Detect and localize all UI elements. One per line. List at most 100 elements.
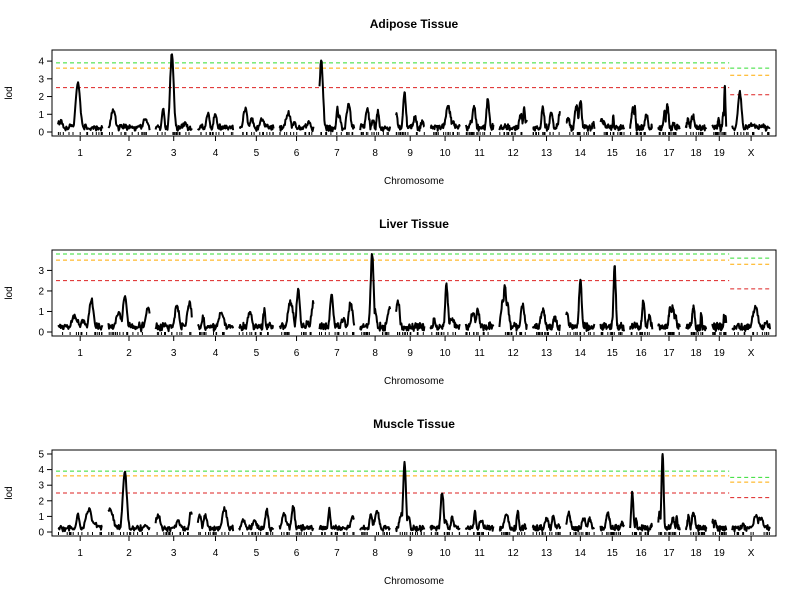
- liver-tissue-chr-label: 17: [663, 348, 675, 359]
- liver-tissue-marker-rug-chr-12: [504, 332, 526, 335]
- liver-tissue-marker-rug-chr-x: [734, 332, 770, 335]
- liver-tissue-lod-curve-chr-x: [731, 304, 771, 332]
- liver-tissue-chr-label: 11: [474, 348, 485, 359]
- muscle-tissue-marker-rug-chr-4: [198, 532, 230, 535]
- liver-tissue-chr-label: X: [748, 348, 755, 359]
- adipose-tissue-lod-curve-chr-10: [429, 104, 461, 132]
- liver-tissue-ytick-label: 3: [38, 266, 44, 277]
- adipose-tissue-chr-label: 14: [575, 148, 587, 159]
- adipose-tissue-chr-label: 11: [474, 148, 485, 159]
- adipose-tissue-marker-rug-chr-14: [569, 132, 595, 135]
- liver-tissue-marker-rug-chr-16: [630, 332, 650, 335]
- liver-tissue-chr-label: 1: [77, 348, 83, 359]
- adipose-tissue-lod-curve-chr-9: [395, 91, 425, 132]
- adipose-tissue-xlabel: Chromosome: [384, 176, 444, 187]
- liver-tissue-marker-rug-chr-1: [62, 332, 103, 335]
- muscle-tissue-ytick-label: 2: [38, 496, 44, 507]
- muscle-tissue-marker-rug-chr-14: [569, 532, 595, 535]
- liver-tissue-lod-curve-chr-2: [107, 295, 151, 333]
- muscle-tissue-marker-rug-chr-10: [430, 532, 461, 535]
- muscle-tissue-lod-curve-chr-2: [107, 470, 151, 532]
- liver-tissue-chr-label: 14: [575, 348, 587, 359]
- adipose-tissue-marker-rug-chr-13: [532, 132, 560, 135]
- muscle-tissue-chr-label: 1: [77, 548, 83, 559]
- muscle-tissue-lod-curve-chr-17: [657, 453, 681, 531]
- muscle-tissue-marker-rug-chr-18: [690, 532, 706, 535]
- muscle-tissue-chr-label: 19: [714, 548, 726, 559]
- liver-tissue-lod-curve-chr-3: [154, 300, 193, 333]
- muscle-tissue-lod-curve-chr-x: [731, 513, 771, 533]
- adipose-tissue-chr-label: 9: [407, 148, 413, 159]
- adipose-tissue-chr-label: 10: [440, 148, 452, 159]
- adipose-tissue-marker-rug-chr-9: [395, 132, 425, 135]
- adipose-tissue-marker-rug-chr-8: [360, 132, 389, 135]
- adipose-tissue-marker-rug-chr-12: [499, 132, 523, 135]
- liver-tissue-lod-curve-chr-9: [395, 299, 426, 332]
- liver-tissue-chr-label: 4: [213, 348, 219, 359]
- adipose-tissue-lod-curve-chr-1: [57, 81, 104, 132]
- muscle-tissue-lod-curve-chr-5: [238, 507, 275, 533]
- adipose-tissue-marker-rug-chr-19: [713, 132, 727, 135]
- liver-tissue-chr-label: 2: [126, 348, 132, 359]
- muscle-tissue-chr-label: 16: [636, 548, 648, 559]
- adipose-tissue-chr-label: 7: [334, 148, 340, 159]
- adipose-tissue-marker-rug-chr-x: [733, 132, 770, 135]
- adipose-tissue-marker-rug-chr-3: [157, 132, 190, 135]
- adipose-tissue-chr-label: 5: [254, 148, 260, 159]
- liver-tissue-chr-label: 13: [541, 348, 553, 359]
- adipose-tissue-chr-label: X: [748, 148, 755, 159]
- muscle-tissue-marker-rug-chr-2: [108, 532, 149, 535]
- adipose-tissue-marker-rug-chr-4: [200, 132, 234, 135]
- muscle-tissue-chr-label: 17: [663, 548, 675, 559]
- liver-tissue-lod-curve-chr-16: [629, 299, 654, 331]
- liver-tissue-marker-rug-chr-19: [712, 332, 727, 335]
- muscle-tissue-lod-curve-chr-7: [318, 506, 355, 531]
- liver-tissue-lod-curve-chr-10: [429, 282, 461, 331]
- muscle-tissue-lod-curve-chr-12: [498, 509, 528, 532]
- adipose-tissue-lod-curve-chr-x: [731, 89, 771, 132]
- muscle-tissue-chr-label: 7: [334, 548, 340, 559]
- adipose-tissue-marker-rug-chr-16: [630, 132, 646, 135]
- muscle-tissue-marker-rug-chr-16: [631, 532, 649, 535]
- liver-tissue-xlabel: Chromosome: [384, 376, 444, 387]
- muscle-tissue-lod-curve-chr-8: [359, 509, 391, 532]
- muscle-tissue-marker-rug-chr-17: [658, 532, 680, 535]
- muscle-tissue-chr-label: 8: [372, 548, 378, 559]
- adipose-tissue-chr-label: 17: [663, 148, 675, 159]
- muscle-tissue-panel: [47, 449, 777, 541]
- muscle-tissue-lod-curve-chr-10: [429, 492, 461, 532]
- liver-tissue-lod-curve-chr-5: [238, 307, 274, 332]
- liver-tissue-marker-rug-chr-9: [397, 332, 424, 335]
- adipose-tissue-lod-curve-chr-5: [238, 106, 275, 132]
- adipose-tissue-chr-label: 2: [126, 148, 132, 159]
- adipose-tissue-chr-label: 12: [508, 148, 520, 159]
- adipose-tissue-lod-curve-chr-13: [532, 105, 561, 132]
- adipose-tissue-chr-label: 8: [372, 148, 378, 159]
- muscle-tissue-lod-curve-chr-14: [565, 510, 596, 532]
- liver-tissue-ytick-label: 2: [38, 286, 44, 297]
- muscle-tissue-chr-label: X: [748, 548, 755, 559]
- adipose-tissue-marker-rug-chr-15: [603, 132, 625, 135]
- liver-tissue-chr-label: 18: [691, 348, 703, 359]
- adipose-tissue-plot-frame: [51, 49, 777, 137]
- muscle-tissue-ytick-label: 0: [38, 528, 44, 539]
- adipose-tissue-lod-curve-chr-12: [498, 106, 528, 132]
- muscle-tissue-lod-curve-chr-6: [278, 505, 315, 532]
- adipose-tissue-chr-label: 19: [714, 148, 726, 159]
- adipose-tissue-lod-curve-chr-4: [197, 111, 235, 131]
- muscle-tissue-marker-rug-chr-3: [156, 532, 189, 535]
- adipose-tissue-panel: [47, 49, 777, 141]
- adipose-tissue-marker-rug-chr-18: [685, 132, 704, 135]
- adipose-tissue-chr-label: 15: [607, 148, 619, 159]
- adipose-tissue-title: Adipose Tissue: [370, 17, 459, 31]
- muscle-tissue-lod-curve-chr-19: [711, 518, 728, 533]
- muscle-tissue-lod-curve-chr-3: [154, 511, 193, 533]
- liver-tissue-chr-label: 9: [407, 348, 413, 359]
- muscle-tissue-lod-curve-chr-11: [464, 509, 495, 532]
- muscle-tissue-lod-curve-chr-9: [395, 460, 426, 533]
- liver-tissue-chr-label: 12: [508, 348, 520, 359]
- adipose-tissue-lod-curve-chr-15: [599, 114, 626, 132]
- muscle-tissue-marker-rug-chr-9: [399, 532, 425, 535]
- liver-tissue-marker-rug-chr-15: [600, 332, 623, 335]
